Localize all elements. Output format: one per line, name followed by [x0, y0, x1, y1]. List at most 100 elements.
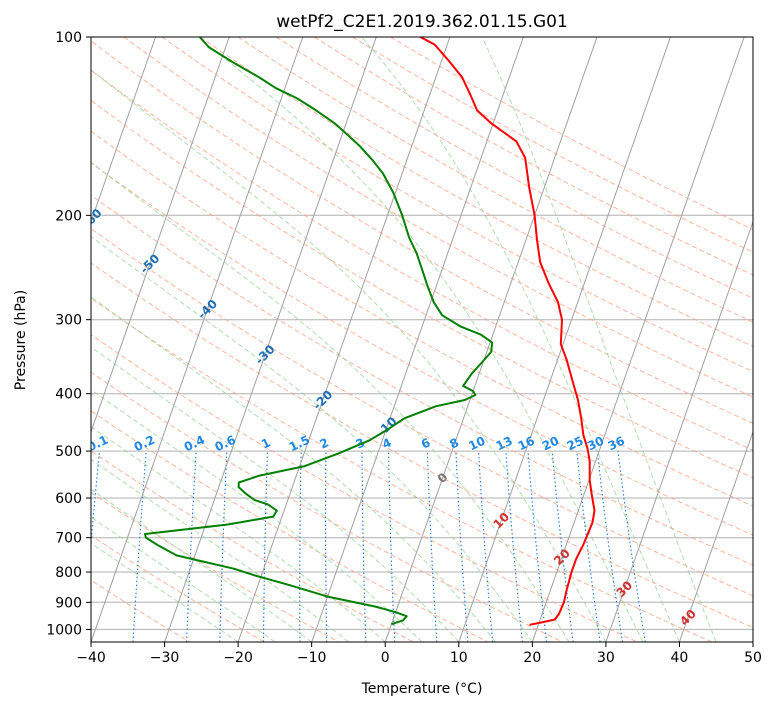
dry-adiabat-line: [91, 410, 489, 642]
isotherm-label: -30: [252, 342, 277, 367]
dry-adiabat-line: [91, 40, 753, 424]
x-tick-label: −20: [223, 650, 253, 666]
mixing-ratio-label: 25: [565, 434, 586, 454]
isotherm-line: [311, 37, 524, 642]
y-tick-label: 900: [55, 595, 82, 611]
isotherm-line: [531, 37, 745, 642]
temperature-line: [419, 37, 596, 626]
dry-adiabat-line: [314, 37, 753, 276]
x-tick-label: 10: [450, 650, 468, 666]
y-tick-label: 100: [55, 30, 82, 46]
y-tick-label: 700: [55, 531, 82, 547]
moist-adiabat-line: [91, 346, 460, 642]
mixing-ratio-line: [186, 451, 197, 642]
sounding-series: [144, 37, 596, 626]
y-tick-label: 600: [55, 491, 82, 507]
x-axis-ticks: −40 −30 −20 −10 0 10 20 30 40 50: [76, 642, 762, 666]
dry-adiabat-line: [91, 450, 414, 642]
mixing-ratio-line: [551, 451, 574, 642]
moist-adiabat-line: [361, 37, 680, 642]
moist-adiabat-line: [91, 426, 386, 642]
dry-adiabat-line: [390, 37, 753, 231]
isotherm-line: [678, 430, 753, 642]
moist-adiabat-line: [91, 235, 533, 642]
x-tick-label: −30: [150, 650, 180, 666]
dry-adiabat-line: [237, 37, 753, 323]
dry-adiabat-line: [91, 162, 753, 536]
x-tick-label: 30: [597, 650, 615, 666]
moist-adiabat-line: [481, 37, 717, 642]
x-tick-label: 20: [523, 650, 541, 666]
dry-adiabat-line: [123, 37, 753, 398]
dry-adiabat-line: [91, 130, 753, 507]
mixing-ratio-line: [325, 451, 328, 642]
isotherm-label: 40: [677, 607, 699, 629]
mixing-ratio-line: [596, 451, 624, 642]
moist-adiabat-line: [91, 488, 313, 642]
dry-adiabat-line: [91, 334, 638, 642]
mixing-ratio-line: [527, 451, 548, 642]
mixing-ratio-line: [91, 451, 100, 550]
mixing-ratio-label: 2: [317, 435, 330, 451]
dry-adiabat-line: [199, 37, 753, 348]
y-tick-label: 1000: [46, 622, 82, 638]
isotherm-line: [164, 37, 377, 642]
mixing-ratio-label: 1: [259, 435, 272, 451]
mixing-ratio-line: [617, 451, 646, 642]
y-tick-label: 300: [55, 313, 82, 329]
dry-adiabat-line: [91, 297, 713, 642]
dry-adiabat-line: [91, 99, 753, 479]
isotherm-line: [237, 37, 451, 642]
y-axis-ticks: 100 200 300 400 500 600 700 800 900 1000: [46, 30, 91, 638]
isotherm-line: [605, 220, 753, 642]
dry-adiabat-line: [91, 371, 563, 642]
isotherms: [91, 37, 753, 642]
moist-adiabat-line: [91, 389, 423, 642]
mixing-ratio-line: [361, 451, 367, 642]
moist-adiabat-line: [91, 161, 570, 642]
isotherm-label: -60: [79, 206, 104, 231]
y-axis-label: Pressure (hPa): [13, 290, 29, 390]
plot-frame: [90, 36, 754, 643]
x-tick-label: 50: [744, 650, 762, 666]
x-tick-label: 0: [381, 650, 390, 666]
mixing-ratio-line: [505, 451, 524, 642]
isotherm-label: -20: [310, 387, 335, 412]
moist-adiabat-line: [91, 516, 276, 642]
mixing-ratio-label: 16: [516, 434, 537, 454]
moist-adiabat-line: [197, 37, 644, 642]
x-tick-label: 40: [671, 650, 689, 666]
dewpoint-line: [144, 37, 494, 626]
moist-adiabat-line: [91, 542, 239, 642]
mixing-ratio-label: 20: [540, 434, 561, 454]
x-axis-label: Temperature (°C): [361, 681, 483, 697]
isotherm-label: 0: [435, 470, 451, 486]
dry-adiabat-line: [91, 579, 190, 642]
dry-adiabat-line: [91, 227, 753, 597]
mixing-ratio-label: 30: [585, 434, 606, 454]
dry-adiabat-line: [161, 37, 753, 373]
isotherm-line: [91, 37, 304, 642]
y-tick-label: 200: [55, 208, 82, 224]
mixing-ratio-line: [576, 451, 601, 642]
y-tick-label: 400: [55, 387, 82, 403]
dry-adiabat-line: [91, 69, 753, 451]
chart-title: wetPf2_C2E1.2019.362.01.15.G01: [276, 12, 568, 32]
mixing-ratio-label: 13: [494, 434, 515, 454]
plot-area: 0.10.20.40.611.52346810131620253036-100-…: [79, 37, 753, 642]
dry-adiabat-line: [275, 37, 753, 299]
mixing-ratio-label: 6: [419, 435, 432, 451]
moist-adiabat-line: [91, 296, 496, 642]
dry-adiabats: [91, 37, 753, 642]
moist-adiabat-line: [91, 458, 349, 642]
dry-adiabat-line: [91, 262, 753, 629]
mixing-ratio-line: [299, 451, 302, 642]
mixing-ratio-label: 10: [466, 434, 487, 454]
y-tick-label: 800: [55, 565, 82, 581]
moist-adiabats: [91, 37, 717, 642]
pressure-gridlines: [91, 37, 753, 630]
mixing-ratio-lines: [91, 451, 646, 642]
x-tick-label: −10: [297, 650, 327, 666]
isotherm-label: 30: [614, 578, 636, 600]
